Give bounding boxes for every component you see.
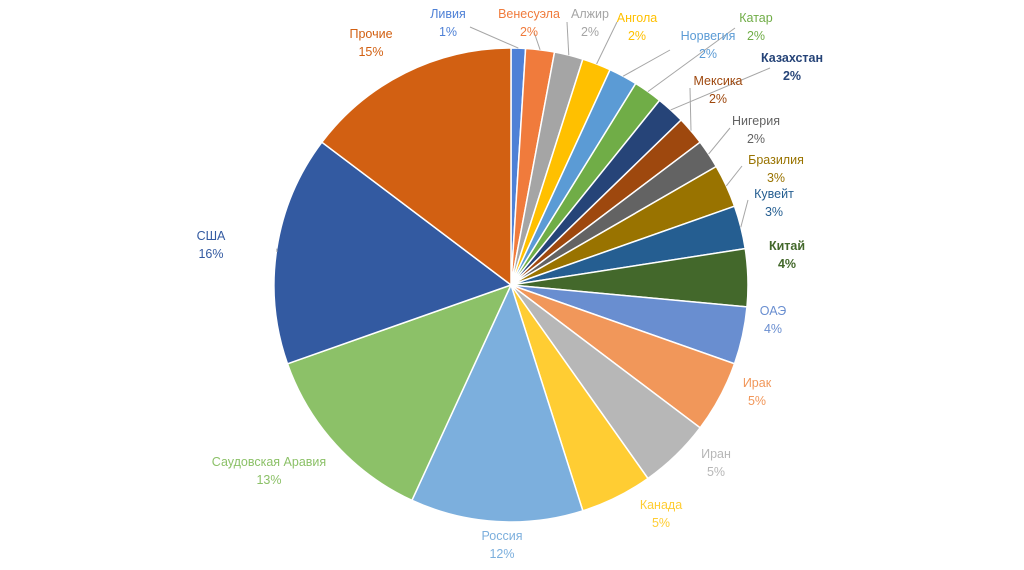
slice-label-3: Алжир 2% (571, 7, 609, 39)
slice-label-value: 5% (748, 394, 766, 408)
leader-line-2 (533, 31, 541, 50)
slice-label-value: 16% (198, 247, 223, 261)
slice-label-value: 2% (520, 25, 538, 39)
leader-line-8 (689, 87, 692, 131)
slice-label-12: Китай 4% (769, 239, 805, 271)
slice-label-19: США 16% (197, 229, 226, 261)
slice-label-name: ОАЭ (760, 304, 787, 318)
pie-slice-20 (320, 47, 512, 287)
slice-label-17: Россия 12% (482, 529, 523, 561)
slice-label-name: Алжир (571, 7, 609, 21)
leader-line-3 (566, 21, 570, 56)
leader-line-4 (596, 21, 618, 65)
slice-label-7: Казахстан 2% (761, 51, 823, 83)
slice-label-name: Иран (701, 447, 731, 461)
data-labels: Ливия 1%Венесуэла 2%Алжир 2%Ангола 2% Норвеги… (197, 7, 823, 561)
slice-label-value: 3% (767, 171, 785, 185)
leader-lines (276, 21, 771, 253)
leader-line-1 (469, 26, 519, 49)
leader-line-6 (647, 27, 736, 93)
slice-label-6: Катар 2% (739, 11, 772, 43)
slice-label-value: 15% (358, 45, 383, 59)
slice-label-5: Норвегия 2% (681, 29, 736, 61)
slice-label-name: Казахстан (761, 51, 823, 65)
slice-label-name: Китай (769, 239, 805, 253)
slice-label-name: Прочие (349, 27, 392, 41)
slice-label-value: 2% (628, 29, 646, 43)
slice-label-name: Венесуэла (498, 7, 560, 21)
slice-label-value: 2% (581, 25, 599, 39)
leader-line-7 (670, 67, 771, 111)
slice-label-14: Ирак 5% (743, 376, 772, 408)
slice-label-20: Прочие 15% (349, 27, 392, 59)
pie-slices (273, 47, 749, 523)
slice-label-name: Нигерия (732, 114, 780, 128)
slice-label-name: США (197, 229, 226, 243)
slice-label-9: Нигерия 2% (732, 114, 780, 146)
slice-label-name: Мексика (693, 74, 742, 88)
slice-label-value: 3% (765, 205, 783, 219)
slice-label-11: Кувейт 3% (754, 187, 794, 219)
pie-slice-17 (410, 282, 584, 523)
slice-label-value: 5% (707, 465, 725, 479)
slice-label-18: Саудовская Аравия 13% (212, 455, 326, 487)
leader-line-11 (740, 199, 749, 228)
slice-label-2: Венесуэла 2% (498, 7, 560, 39)
slice-label-value: 2% (699, 47, 717, 61)
slice-label-name: Ирак (743, 376, 772, 390)
leader-line-10 (725, 165, 743, 187)
slice-label-15: Иран 5% (701, 447, 731, 479)
slice-label-name: Норвегия (681, 29, 736, 43)
slice-label-13: ОАЭ 4% (760, 304, 787, 336)
slice-label-name: Ливия (430, 7, 466, 21)
slice-label-name: Кувейт (754, 187, 794, 201)
slice-label-name: Бразилия (748, 153, 804, 167)
slice-label-name: Ангола (617, 11, 657, 25)
slice-label-10: Бразилия 3% (748, 153, 804, 185)
pie-slice-18 (286, 283, 513, 502)
slice-label-name: Канада (640, 498, 682, 512)
leader-line-5 (622, 49, 671, 77)
slice-label-value: 12% (489, 547, 514, 561)
slice-label-value: 4% (764, 322, 782, 336)
slice-label-name: Россия (482, 529, 523, 543)
slice-label-1: Ливия 1% (430, 7, 466, 39)
slice-label-value: 4% (778, 257, 796, 271)
slice-label-name: Саудовская Аравия (212, 455, 326, 469)
slice-label-value: 13% (256, 473, 281, 487)
slice-label-value: 1% (439, 25, 457, 39)
slice-label-value: 5% (652, 516, 670, 530)
slice-label-4: Ангола 2% (617, 11, 657, 43)
slice-label-value: 2% (783, 69, 801, 83)
slice-label-name: Катар (739, 11, 772, 25)
slice-label-16: Канада 5% (640, 498, 682, 530)
slice-label-8: Мексика 2% (693, 74, 742, 106)
slice-label-value: 2% (747, 29, 765, 43)
leader-line-9 (708, 127, 731, 155)
slice-label-value: 2% (747, 132, 765, 146)
slice-label-value: 2% (709, 92, 727, 106)
